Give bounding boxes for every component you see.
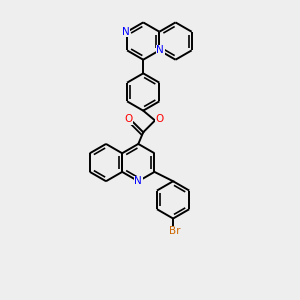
Text: O: O [124,115,133,124]
Text: N: N [134,176,142,186]
Text: N: N [122,27,130,37]
Text: N: N [157,45,164,56]
Text: Br: Br [169,226,181,236]
Text: O: O [156,115,164,124]
